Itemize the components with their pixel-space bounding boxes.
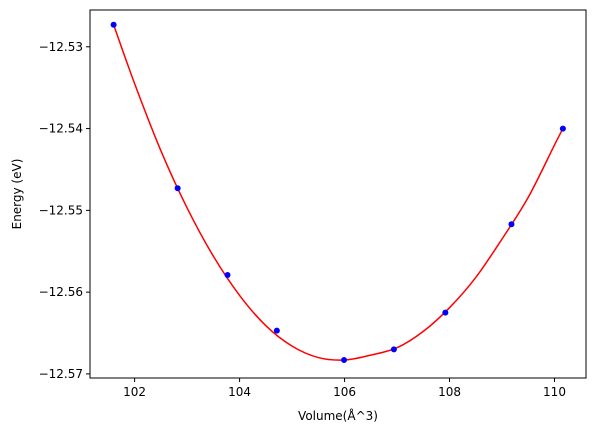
x-tick-label: 110 — [543, 385, 566, 399]
plot-background — [90, 10, 586, 378]
x-tick-label: 108 — [438, 385, 461, 399]
data-point — [559, 125, 566, 132]
x-tick-label: 106 — [333, 385, 356, 399]
y-tick-label: −12.54 — [39, 122, 83, 136]
y-tick-label: −12.57 — [39, 367, 83, 381]
y-tick-label: −12.56 — [39, 285, 83, 299]
data-point — [508, 221, 515, 228]
data-point — [174, 185, 181, 192]
x-axis-label: Volume(Å^3) — [298, 408, 378, 423]
data-point — [273, 327, 280, 334]
x-axis-ticks: 102 104 106 108 110 — [123, 378, 566, 399]
y-axis-ticks: −12.53 −12.54 −12.55 −12.56 −12.57 — [39, 40, 90, 381]
data-points-layer — [110, 21, 566, 364]
data-point — [110, 21, 117, 28]
data-point — [224, 271, 231, 278]
y-tick-label: −12.55 — [39, 203, 83, 217]
x-tick-label: 102 — [123, 385, 146, 399]
y-axis-label: Energy (eV) — [10, 159, 24, 230]
y-tick-label: −12.53 — [39, 40, 83, 54]
data-point — [442, 309, 449, 316]
plot-frame — [89, 9, 587, 379]
data-point — [341, 357, 348, 364]
data-point — [390, 346, 397, 353]
x-tick-label: 104 — [228, 385, 251, 399]
